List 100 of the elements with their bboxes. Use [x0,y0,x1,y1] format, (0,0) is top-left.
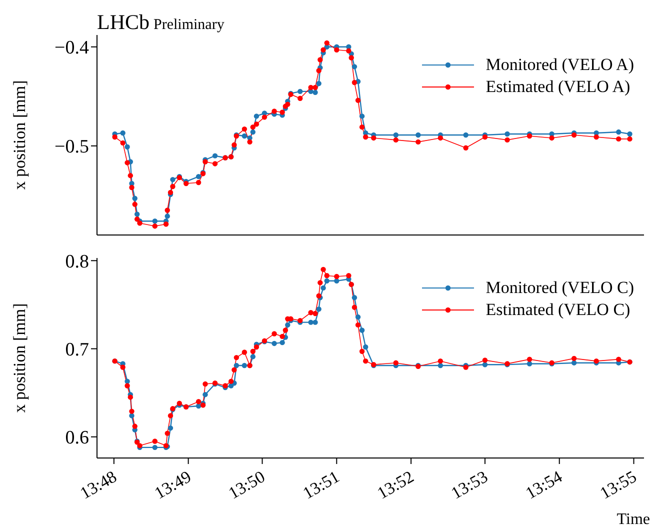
point [359,124,365,130]
point [616,129,622,135]
point [262,114,268,120]
x-axis-title: Time [616,510,650,530]
point [482,358,488,363]
point [132,196,138,201]
y-axis-title: x position [mm] [10,80,30,190]
point [438,358,444,364]
chart-subtitle: Preliminary [154,17,224,33]
point [504,131,510,137]
point [334,274,340,280]
point [124,383,130,388]
point [152,218,158,224]
point [504,137,510,143]
point [120,130,126,136]
point [212,153,218,158]
point [308,320,314,325]
y-tick-label: 0.8 [65,251,89,272]
point [312,90,318,96]
point [352,304,358,310]
point [352,295,358,300]
point [363,134,368,140]
point [254,344,260,350]
point [272,340,277,346]
point [168,413,174,418]
x-tick-label: 13:50 [225,467,268,503]
point [594,134,599,140]
point [393,132,398,138]
legend-label: Estimated (VELO A) [486,77,630,97]
point [250,354,256,360]
point [312,320,318,325]
point [324,40,330,46]
point [232,142,237,148]
point [228,378,234,384]
point [438,362,444,368]
point [334,278,340,284]
point [202,381,208,387]
point [152,444,158,450]
point [254,114,260,119]
point [318,57,323,62]
point [359,328,365,333]
x-tick-label: 13:55 [596,467,640,503]
point [285,322,290,328]
point [627,136,632,142]
point [363,344,368,350]
point [320,285,326,291]
point [202,392,208,398]
y-tick-label: 0.7 [65,339,89,360]
legend-label: Monitored (VELO C) [486,278,634,298]
point [168,425,174,431]
x-tick-label: 13:52 [374,467,418,503]
point [438,135,444,141]
point [164,208,170,213]
y-tick-label: −0.4 [54,38,90,59]
point [134,212,140,217]
point [124,144,130,150]
x-tick-label: 13:51 [300,467,343,503]
legend-label: Estimated (VELO C) [486,300,630,320]
point [234,362,240,368]
point [627,131,632,137]
point [526,356,532,362]
point [571,356,577,362]
point [250,348,256,354]
point [616,356,622,362]
point [355,98,361,103]
point [416,139,421,145]
x-tick-label: 13:54 [522,466,566,503]
point [352,80,358,86]
y-tick-label: −0.5 [54,136,89,158]
point [346,273,352,278]
point [312,310,318,316]
point [316,306,322,312]
point [355,314,361,320]
point [346,48,352,54]
point [128,394,134,400]
y-axis-title: x position [mm] [10,303,30,413]
point [324,278,330,284]
point [234,354,240,360]
point [482,362,488,368]
point [164,214,170,219]
point [308,310,314,316]
point [416,132,421,138]
point [272,331,277,336]
point [129,413,134,418]
point [616,136,622,142]
point [124,160,130,166]
point [320,266,326,272]
point [247,139,252,145]
x-tick-label: 13:48 [76,467,120,503]
point [549,135,554,141]
point [324,273,330,278]
point [359,114,365,119]
point [170,184,176,190]
point [242,350,248,355]
point [196,180,202,186]
chart-title: LHCb [97,10,150,34]
legend-label: Monitored (VELO A) [486,55,634,75]
point [334,47,340,52]
point [129,408,134,414]
point [129,184,134,190]
